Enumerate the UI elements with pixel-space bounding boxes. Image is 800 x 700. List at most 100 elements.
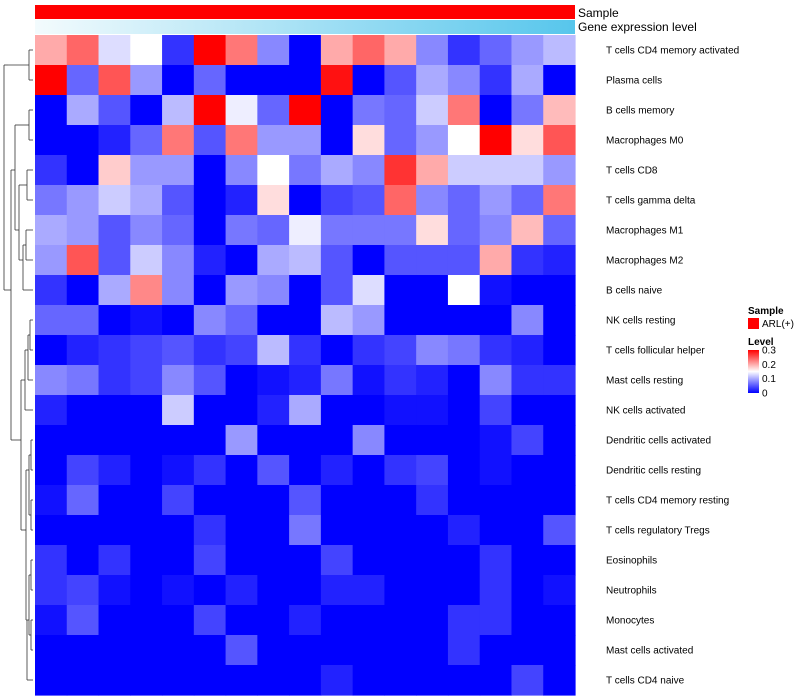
heatmap-cell <box>257 605 290 636</box>
heatmap-cell <box>511 365 544 396</box>
heatmap-cell <box>162 35 195 66</box>
heatmap-cell <box>384 305 417 336</box>
heatmap-cell <box>447 35 481 66</box>
sample-annotation-label: Sample <box>578 6 619 20</box>
heatmap-cell <box>225 185 258 216</box>
heatmap-cell <box>416 305 449 336</box>
row-label: T cells follicular helper <box>606 346 705 357</box>
heatmap-cell <box>66 65 100 96</box>
heatmap-cell <box>320 335 354 366</box>
heatmap-cell <box>130 245 163 276</box>
heatmap-cell <box>352 335 386 366</box>
heatmap-cell <box>479 335 513 366</box>
heatmap-cell <box>162 575 195 606</box>
heatmap-cell <box>193 65 227 96</box>
heatmap-cell <box>543 635 576 666</box>
heatmap-cell <box>479 305 513 336</box>
heatmap-cell <box>225 455 258 486</box>
heatmap-cell <box>479 95 513 126</box>
heatmap-cell <box>416 185 449 216</box>
heatmap-cell <box>162 545 195 576</box>
legend-sample-title: Sample <box>748 306 784 317</box>
heatmap-cell <box>98 305 131 336</box>
heatmap-cell <box>479 635 513 666</box>
heatmap-cell <box>352 485 386 516</box>
heatmap-cell <box>511 335 544 366</box>
heatmap-cell <box>543 125 576 156</box>
heatmap-cell <box>225 95 258 126</box>
heatmap-cell <box>479 425 513 456</box>
heatmap-cell <box>543 665 576 696</box>
heatmap-cell <box>479 245 513 276</box>
heatmap-cell <box>543 155 576 186</box>
heatmap-cell <box>98 545 131 576</box>
heatmap-cell <box>98 425 131 456</box>
legend-level-title: Level <box>748 337 774 348</box>
heatmap-cell <box>162 185 195 216</box>
heatmap-cell <box>162 485 195 516</box>
row-label: Macrophages M0 <box>606 136 684 147</box>
heatmap-cell <box>162 605 195 636</box>
heatmap-cell <box>35 35 68 66</box>
heatmap-cell <box>35 245 68 276</box>
heatmap-cell <box>320 635 354 666</box>
heatmap-cell <box>66 605 100 636</box>
heatmap-cell <box>447 275 481 306</box>
heatmap-cell <box>98 365 131 396</box>
heatmap-cell <box>416 485 449 516</box>
heatmap-cell <box>162 665 195 696</box>
heatmap-cell <box>447 305 481 336</box>
heatmap-cell <box>447 185 481 216</box>
heatmap-cell <box>479 155 513 186</box>
heatmap-cell <box>193 365 227 396</box>
heatmap-cell <box>162 515 195 546</box>
legend-level-tick: 0.1 <box>762 374 776 385</box>
heatmap-cell <box>511 635 544 666</box>
heatmap-cell <box>384 485 417 516</box>
heatmap-cell <box>162 65 195 96</box>
heatmap-cell <box>479 605 513 636</box>
heatmap-cell <box>289 275 322 306</box>
heatmap-cell <box>543 485 576 516</box>
heatmap-cell <box>130 305 163 336</box>
heatmap-cell <box>130 365 163 396</box>
heatmap-cell <box>320 575 354 606</box>
heatmap-cell <box>447 365 481 396</box>
heatmap-cell <box>543 35 576 66</box>
heatmap-cell <box>416 215 449 246</box>
heatmap-cell <box>416 245 449 276</box>
heatmap-cell <box>162 215 195 246</box>
heatmap-cell <box>66 635 100 666</box>
heatmap-cell <box>193 275 227 306</box>
heatmap-cell <box>289 155 322 186</box>
heatmap-cell <box>289 485 322 516</box>
heatmap-cell <box>320 95 354 126</box>
heatmap-cell <box>162 245 195 276</box>
heatmap-cell <box>511 65 544 96</box>
heatmap-cell <box>320 65 354 96</box>
heatmap-cell <box>193 35 227 66</box>
heatmap-cell <box>130 35 163 66</box>
heatmap-cell <box>352 665 386 696</box>
heatmap-cell <box>193 455 227 486</box>
heatmap-cell <box>289 635 322 666</box>
heatmap-cell <box>416 515 449 546</box>
row-label: T cells gamma delta <box>606 196 696 207</box>
heatmap-cell <box>479 545 513 576</box>
gene-annotation-label: Gene expression level <box>578 20 697 34</box>
heatmap-cell <box>320 515 354 546</box>
heatmap-cell <box>35 575 68 606</box>
heatmap-cell <box>66 485 100 516</box>
row-label: Mast cells activated <box>606 646 693 657</box>
heatmap-cell <box>352 635 386 666</box>
heatmap-cell <box>98 35 131 66</box>
heatmap-cell <box>289 605 322 636</box>
heatmap-cell <box>98 395 131 426</box>
heatmap-cell <box>225 485 258 516</box>
heatmap-cell <box>193 395 227 426</box>
heatmap-cell <box>98 155 131 186</box>
heatmap-cell <box>352 95 386 126</box>
heatmap-cell <box>289 455 322 486</box>
legend-sample-swatch <box>748 318 759 329</box>
heatmap-cell <box>384 185 417 216</box>
